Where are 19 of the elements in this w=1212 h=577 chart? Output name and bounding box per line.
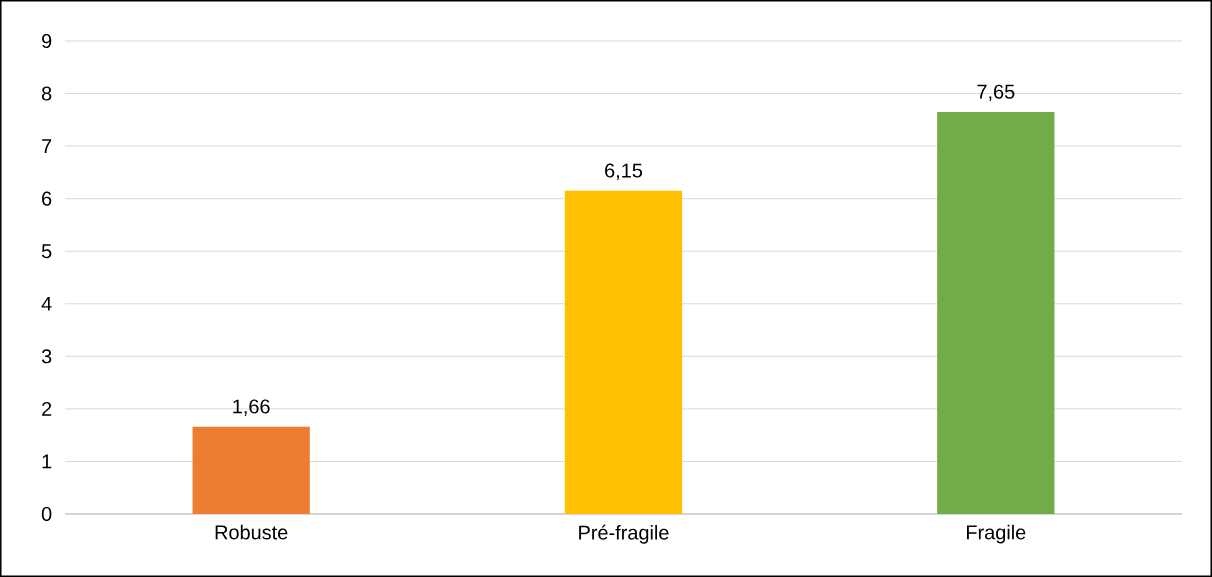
y-tick-label: 7 <box>42 139 52 153</box>
y-tick-label: 1 <box>42 454 52 469</box>
x-tick-label: Fragile <box>967 524 1026 544</box>
x-tick-label: Robuste <box>215 524 288 540</box>
data-label: 7,65 <box>977 84 1015 102</box>
bar <box>937 111 1055 514</box>
bar <box>564 190 683 514</box>
y-tick-label: 8 <box>41 86 52 101</box>
y-tick-label: 0 <box>41 506 52 522</box>
y-tick-label: 4 <box>41 296 52 311</box>
data-label: 1,66 <box>233 399 270 416</box>
y-tick-label: 5 <box>41 244 52 259</box>
bar <box>192 426 310 514</box>
x-tick-label: Pré-fragile <box>579 524 669 544</box>
data-label: 6,15 <box>605 163 643 180</box>
y-tick-label: 6 <box>42 191 52 206</box>
y-tick-label: 9 <box>42 33 52 49</box>
y-tick-label: 2 <box>42 401 52 416</box>
y-tick-label: 3 <box>41 349 52 364</box>
